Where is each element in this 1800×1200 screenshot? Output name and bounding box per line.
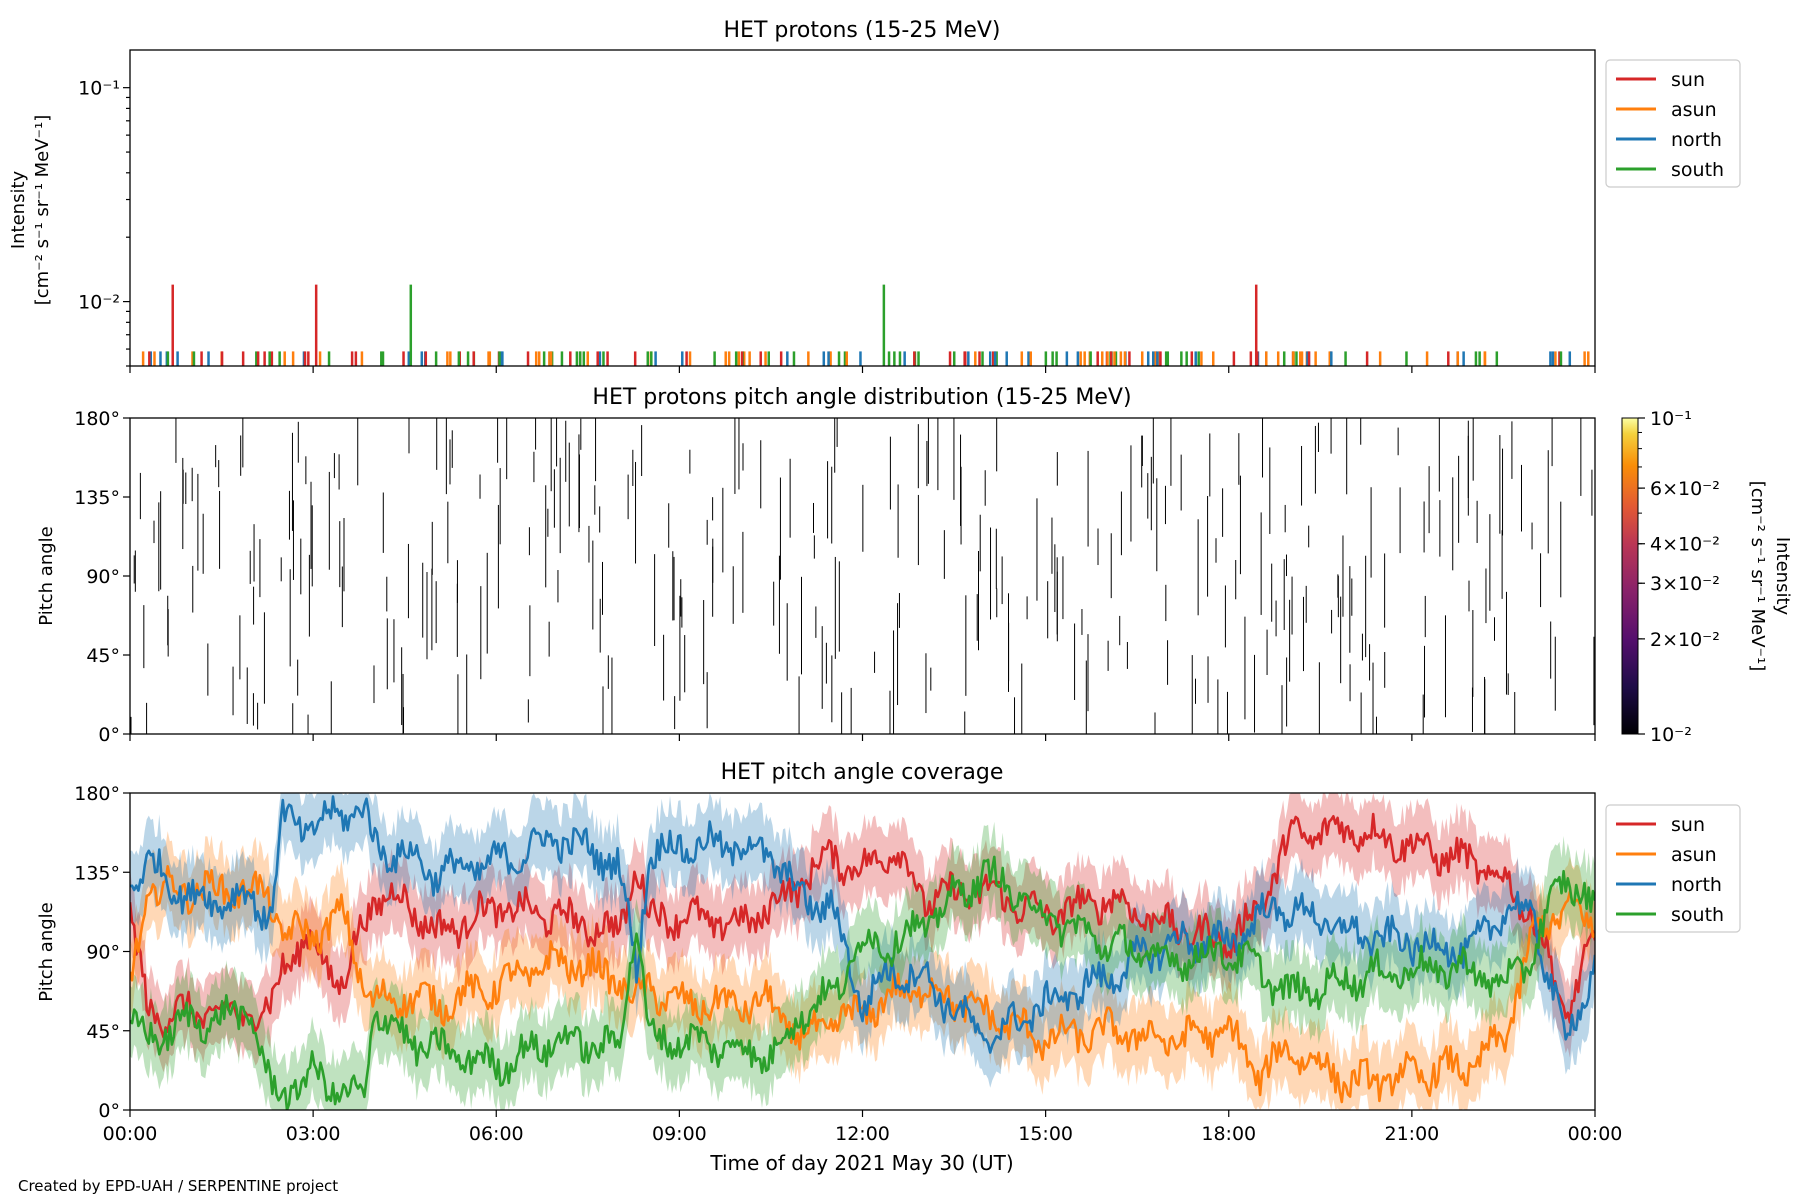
panel3-y-axis: 0° 45° 90° 135° 180°: [74, 783, 130, 1122]
colorbar-label-line2: [cm⁻² s⁻¹ sr⁻¹ MeV⁻¹]: [1747, 481, 1768, 672]
colorbar-tick-label: 4×10⁻²: [1650, 534, 1720, 556]
y-tick-label: 90°: [86, 942, 120, 964]
y-tick-label: 10⁻¹: [78, 78, 120, 100]
coverage-band-asun: [130, 831, 1595, 1110]
panel3-ylabel: Pitch angle: [36, 902, 57, 1001]
x-tick-label: 03:00: [286, 1123, 341, 1145]
coverage-band-south: [130, 821, 1595, 1110]
x-tick-label: 00:00: [1568, 1123, 1623, 1145]
panel2-frame: [129, 417, 1596, 735]
y-tick-label: 135°: [74, 487, 120, 509]
x-tick-label: 00:00: [103, 1123, 158, 1145]
colorbar-tick-label: 3×10⁻²: [1650, 573, 1720, 595]
colorbar-tick-label: 10⁻²: [1650, 724, 1692, 746]
colorbar: [1621, 417, 1639, 735]
panel1-legend: sun asun north south: [1605, 59, 1741, 188]
panel1-title: HET protons (15-25 MeV): [724, 18, 1001, 43]
y-tick-label: 10⁻²: [78, 292, 120, 314]
legend-label-north: north: [1671, 129, 1722, 151]
legend-box: [1605, 804, 1741, 933]
panel1-ylabel-line1: Intensity: [8, 170, 29, 249]
colorbar-label-line1: Intensity: [1772, 537, 1793, 616]
legend-label-sun: sun: [1671, 69, 1705, 91]
x-tick-label: 15:00: [1018, 1123, 1073, 1145]
panel3-x-axis: 00:00 03:00 06:00 09:00 12:00 15:00 18:00 21:00…: [103, 1110, 1623, 1145]
x-tick-label: 21:00: [1384, 1123, 1439, 1145]
coverage-plot-area: [130, 793, 1595, 1110]
colorbar-ticks: 10⁻¹ 6×10⁻² 4×10⁻² 3×10⁻² 2×10⁻² 10⁻²: [1638, 408, 1720, 746]
legend-label-north: north: [1671, 874, 1722, 896]
panel3-legend: sun asun north south: [1605, 804, 1741, 933]
legend-box: [1605, 59, 1741, 188]
intensity-plot-area: [141, 284, 1590, 366]
y-tick-label: 45°: [86, 1021, 120, 1043]
legend-label-asun: asun: [1671, 99, 1717, 121]
y-tick-label: 90°: [86, 566, 120, 588]
y-tick-label: 0°: [98, 724, 120, 746]
y-tick-label: 135°: [74, 862, 120, 884]
coverage-line-asun: [130, 864, 1595, 1104]
panel2-title: HET protons pitch angle distribution (15…: [592, 385, 1131, 410]
colorbar-tick-label: 10⁻¹: [1650, 408, 1692, 430]
panel2-y-axis: 0° 45° 90° 135° 180°: [74, 408, 130, 746]
y-tick-label: 180°: [74, 408, 120, 430]
colorbar-tick-label: 6×10⁻²: [1650, 478, 1720, 500]
footer-credit: Created by EPD-UAH / SERPENTINE project: [18, 1177, 338, 1195]
x-axis-label: Time of day 2021 May 30 (UT): [709, 1151, 1013, 1175]
x-tick-label: 09:00: [652, 1123, 707, 1145]
legend-label-south: south: [1671, 159, 1724, 181]
coverage-band-north: [130, 793, 1595, 1088]
legend-label-sun: sun: [1671, 814, 1705, 836]
panel-pitch-angle-coverage: HET pitch angle coverage 0° 45° 90° 135° 180…: [36, 760, 1741, 1145]
y-tick-label: 180°: [74, 783, 120, 805]
panel2-x-ticks: [129, 734, 1596, 741]
panel1-frame: [129, 49, 1596, 367]
coverage-line-south: [130, 855, 1595, 1110]
legend-label-south: south: [1671, 904, 1724, 926]
panel-pitch-angle-distribution: HET protons pitch angle distribution (15…: [36, 385, 1793, 746]
y-tick-label: 45°: [86, 645, 120, 667]
x-tick-label: 18:00: [1201, 1123, 1256, 1145]
legend-label-asun: asun: [1671, 844, 1717, 866]
distribution-plot-area: [130, 418, 1595, 734]
y-tick-label: 0°: [98, 1100, 120, 1122]
coverage-line-north: [130, 795, 1595, 1054]
x-tick-label: 12:00: [835, 1123, 890, 1145]
coverage-line-sun: [130, 812, 1595, 1039]
panel1-ylabel-line2: [cm⁻² s⁻¹ sr⁻¹ MeV⁻¹]: [32, 115, 53, 306]
x-tick-label: 06:00: [469, 1123, 524, 1145]
colorbar-tick-label: 2×10⁻²: [1650, 629, 1720, 651]
panel1-x-ticks: [129, 366, 1596, 373]
panel-intensity: HET protons (15-25 MeV) 10⁻¹ 10⁻² Intensi…: [8, 18, 1741, 373]
panel2-ylabel: Pitch angle: [36, 526, 57, 625]
panel3-title: HET pitch angle coverage: [721, 760, 1004, 785]
panel1-y-axis: 10⁻¹ 10⁻²: [78, 78, 130, 367]
